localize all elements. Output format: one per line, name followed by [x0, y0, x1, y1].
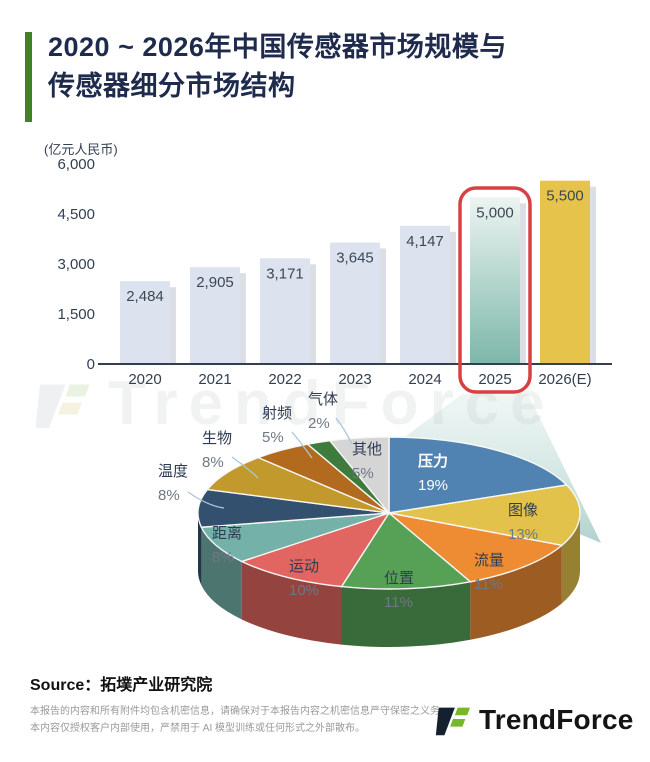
pie-label-pct-2: 11% [474, 576, 503, 593]
bar-chart: (亿元人民币)6,000 4,500 3,000 1,500 0 2,484 2020 2,9… [44, 142, 612, 394]
pie-label-name-0: 压力 [418, 452, 448, 470]
trendforce-watermark-logo-icon [35, 384, 90, 428]
pie-slice-side-3 [341, 581, 471, 647]
bar-shadow [170, 287, 176, 364]
pie-label-pct-10: 5% [352, 465, 374, 482]
y-axis-unit-label: (亿元人民币) [44, 142, 118, 157]
pie-leader-line [187, 491, 225, 509]
pie-label-name-3: 位置 [384, 570, 414, 587]
pie-slice-0 [388, 436, 569, 514]
bar-value-label: 3,171 [266, 265, 304, 282]
bar-2021 [190, 267, 240, 364]
title-accent-bar [25, 32, 32, 122]
pie-leader-line [291, 431, 313, 459]
x-axis-label-2020: 2020 [128, 371, 161, 388]
bar-value-label: 3,645 [336, 250, 374, 267]
bar-shadow [380, 248, 386, 364]
pie-label-pct-3: 11% [384, 594, 413, 611]
page-title-line1: 2020 ~ 2026年中国传感器市场规模与 [48, 32, 507, 62]
pie-label-name-7: 生物 [202, 430, 232, 447]
source-label: Source [30, 677, 85, 694]
pie-label-name-1: 图像 [508, 502, 538, 519]
highlight-outline-2025 [458, 186, 532, 394]
pie-slice-2 [386, 511, 564, 583]
bar-2024 [400, 225, 450, 364]
bar-2022 [260, 258, 310, 364]
pie-label-name-5: 距离 [212, 525, 242, 542]
pie-slice-4 [239, 511, 391, 588]
trendforce-logo-icon [435, 707, 471, 736]
pie-label-pct-5: 8% [212, 549, 234, 566]
bar-shadow [310, 264, 316, 364]
x-axis-label-2022: 2022 [268, 371, 301, 388]
bar-shadow [520, 203, 526, 364]
pie-label-name-10: 其他 [352, 441, 382, 458]
pie-slice-5 [200, 512, 390, 563]
pie-slice-7 [206, 456, 390, 514]
pie-leader-line [335, 417, 353, 445]
page-title-line2: 传感器细分市场结构 [48, 71, 296, 101]
disclaimer-line2: 本内容仅授权客户内部使用，严禁用于 AI 模型训练或任何形式之外部散布。 [30, 723, 366, 734]
x-axis-label-2021: 2021 [198, 371, 231, 388]
disclaimer: 本报告的内容和所有附件均包含机密信息，请确保对于本报告内容之机密信息严守保密之义… [30, 703, 450, 737]
pie-slice-side-2 [470, 545, 562, 640]
pie-label-name-6: 温度 [158, 463, 188, 480]
bar-shadow [450, 231, 456, 364]
source-line: Source：拓墣产业研究院 [30, 671, 212, 695]
pie-slice-10 [328, 436, 390, 515]
bar-shadow [240, 273, 246, 364]
bar-value-label: 4,147 [406, 233, 444, 250]
source-value: ：拓墣产业研究院 [84, 677, 213, 694]
y-axis-tick: 0 [87, 356, 95, 373]
pie-leader-line [231, 456, 259, 479]
pie-label-name-4: 运动 [289, 558, 319, 575]
disclaimer-line1: 本报告的内容和所有附件均包含机密信息，请确保对于本报告内容之机密信息严守保密之义… [30, 706, 450, 717]
pie-slice-6 [197, 488, 390, 528]
pie-slice-1 [388, 484, 581, 547]
pie-chart: 压力 19% 图像 13%流量 11% 位置 11% 运动 10% 距离 8% 温度 8% 生物 8% 射频 5… [158, 391, 601, 647]
page-title: 2020 ~ 2026年中国传感器市场规模与 传感器细分市场结构 [48, 28, 507, 106]
pie-label-pct-7: 8% [202, 454, 224, 471]
pie-label-pct-4: 10% [289, 582, 319, 599]
pie-label-pct-9: 2% [308, 415, 330, 432]
pie-label-pct-6: 8% [158, 487, 180, 504]
pie-label-pct-1: 13% [508, 526, 538, 543]
bar-value-label: 2,484 [126, 288, 164, 305]
pie-slice-side-5 [201, 527, 242, 620]
bar-shadow [590, 186, 596, 364]
y-axis-tick: 6,000 [57, 156, 95, 173]
y-axis-tick: 1,500 [57, 306, 95, 323]
bar-2020 [120, 281, 170, 364]
bar-value-label: 5,000 [476, 204, 514, 221]
pie-slice-3 [340, 511, 472, 590]
x-axis-label-2023: 2023 [338, 371, 371, 388]
y-axis-tick: 4,500 [57, 206, 95, 223]
bar-2023 [330, 242, 380, 364]
y-axis-tick: 3,000 [57, 256, 95, 273]
pie-label-name-8: 射频 [262, 405, 292, 422]
bar-value-label: 2,905 [196, 274, 234, 291]
pie-label-pct-8: 5% [262, 429, 284, 446]
pie-slice-side-1 [561, 513, 580, 604]
pie-label-pct-0: 19% [418, 477, 448, 494]
trendforce-logo-text: TrendForce [479, 704, 634, 735]
bar-2026(E) [540, 180, 590, 364]
x-axis-label-2026(E): 2026(E) [538, 371, 591, 388]
pie-label-name-2: 流量 [474, 552, 504, 569]
x-axis-label-2025: 2025 [478, 371, 511, 388]
pie-slice-side-6 [198, 513, 202, 586]
bar-2025 [470, 197, 520, 364]
trendforce-logo: TrendForce [433, 701, 633, 739]
pie-label-name-9: 气体 [308, 391, 338, 408]
pie-slice-side-4 [241, 561, 342, 645]
x-axis-label-2024: 2024 [408, 371, 441, 388]
bar-value-label: 5,500 [546, 188, 584, 205]
